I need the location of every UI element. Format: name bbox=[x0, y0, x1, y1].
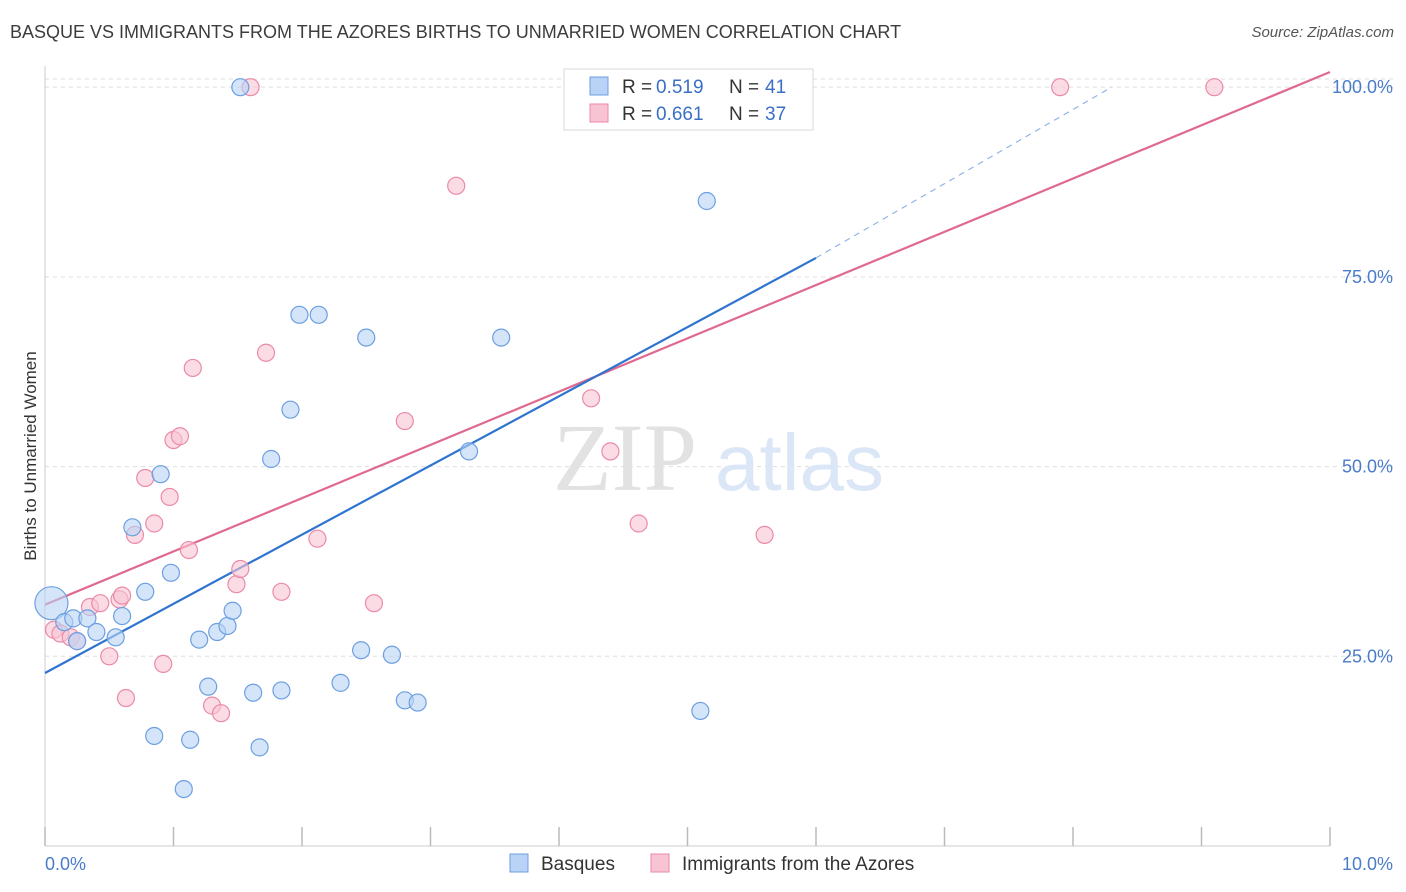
watermark: ZIP atlas bbox=[553, 404, 884, 511]
point-basques bbox=[223, 601, 242, 620]
point-azores bbox=[447, 176, 466, 195]
point-basques bbox=[199, 677, 218, 696]
y-tick-label: 75.0% bbox=[1342, 267, 1393, 287]
legend-swatch-azores bbox=[589, 103, 609, 123]
point-azores bbox=[755, 525, 774, 544]
bottom-legend-basques: Basques bbox=[541, 854, 615, 875]
point-azores bbox=[1051, 78, 1070, 97]
chart-title: BASQUE VS IMMIGRANTS FROM THE AZORES BIR… bbox=[10, 22, 902, 42]
x-tick-labels: 0.0% 10.0% bbox=[45, 854, 1393, 874]
point-azores bbox=[211, 704, 231, 723]
point-basques bbox=[136, 582, 155, 601]
legend-n-value-1: 41 bbox=[765, 77, 786, 98]
point-basques bbox=[87, 622, 106, 642]
legend-r-label-1: R = bbox=[622, 77, 652, 98]
source-credit: Source: ZipAtlas.com bbox=[1251, 24, 1394, 41]
point-basques bbox=[181, 730, 200, 749]
point-azores bbox=[364, 594, 384, 613]
watermark-atlas: atlas bbox=[715, 418, 884, 507]
y-tick-label: 100.0% bbox=[1332, 77, 1393, 97]
point-basques bbox=[34, 586, 69, 621]
point-basques bbox=[112, 606, 132, 626]
point-azores bbox=[231, 559, 250, 579]
point-azores bbox=[116, 688, 136, 708]
point-basques bbox=[123, 518, 142, 537]
point-azores bbox=[160, 487, 179, 507]
point-basques bbox=[357, 328, 376, 347]
point-azores bbox=[582, 389, 601, 408]
bottom-legend-azores: Immigrants from the Azores bbox=[682, 854, 914, 875]
point-basques bbox=[408, 693, 427, 712]
trend-line-basques-extension bbox=[815, 86, 1112, 259]
point-basques bbox=[309, 305, 328, 324]
legend-n-value-2: 37 bbox=[765, 104, 786, 125]
point-azores bbox=[629, 514, 648, 533]
point-basques bbox=[697, 191, 716, 211]
data-points bbox=[34, 78, 1224, 799]
point-azores bbox=[100, 647, 119, 666]
point-azores bbox=[256, 343, 276, 362]
point-azores bbox=[272, 582, 291, 601]
trend-lines bbox=[44, 70, 1331, 674]
point-basques bbox=[161, 563, 181, 582]
bottom-legend: Basques Immigrants from the Azores bbox=[509, 853, 914, 875]
point-basques bbox=[691, 701, 710, 721]
bottom-legend-swatch-azores bbox=[650, 853, 670, 873]
trend-line-basques bbox=[44, 256, 817, 674]
point-basques bbox=[352, 641, 371, 660]
point-basques bbox=[244, 683, 263, 702]
legend-r-label-2: R = bbox=[622, 104, 652, 125]
y-tick-labels: 25.0% 50.0% 75.0% 100.0% bbox=[1332, 77, 1393, 666]
point-azores bbox=[179, 540, 199, 560]
legend-n-label-1: N = bbox=[729, 77, 759, 98]
y-tick-label: 50.0% bbox=[1342, 457, 1393, 477]
trend-line-azores bbox=[44, 70, 1331, 606]
point-basques bbox=[331, 673, 350, 692]
point-azores bbox=[395, 411, 414, 431]
point-basques bbox=[262, 449, 281, 469]
watermark-zip: ZIP bbox=[553, 404, 697, 511]
point-basques bbox=[145, 726, 164, 746]
x-tick-label: 10.0% bbox=[1342, 854, 1393, 874]
point-azores bbox=[601, 442, 620, 461]
y-axis-label: Births to Unmarried Women bbox=[21, 351, 40, 560]
point-basques bbox=[231, 78, 250, 97]
y-tick-label: 25.0% bbox=[1342, 646, 1393, 666]
point-azores bbox=[112, 586, 132, 605]
point-basques bbox=[281, 400, 300, 419]
point-azores bbox=[145, 514, 164, 533]
legend-n-label-2: N = bbox=[729, 104, 759, 125]
point-basques bbox=[68, 632, 87, 651]
point-azores bbox=[170, 427, 190, 446]
point-basques bbox=[250, 738, 269, 757]
top-legend: R = 0.519 N = 41 R = 0.661 N = 37 bbox=[563, 68, 814, 131]
point-azores bbox=[1205, 78, 1224, 97]
point-basques bbox=[290, 305, 309, 324]
point-azores bbox=[308, 529, 327, 548]
legend-swatch-basques bbox=[589, 76, 609, 96]
point-azores bbox=[136, 468, 155, 488]
point-basques bbox=[272, 681, 291, 700]
point-basques bbox=[78, 609, 97, 628]
point-basques bbox=[459, 442, 479, 461]
point-azores bbox=[91, 594, 110, 613]
point-basques bbox=[190, 630, 209, 649]
point-azores bbox=[154, 654, 173, 673]
point-basques bbox=[151, 465, 170, 484]
legend-r-value-1: 0.519 bbox=[656, 77, 704, 98]
bottom-legend-swatch-basques bbox=[509, 853, 529, 873]
point-basques bbox=[218, 616, 237, 636]
legend-r-value-2: 0.661 bbox=[656, 104, 704, 125]
point-basques bbox=[174, 779, 193, 799]
axes bbox=[44, 66, 1331, 847]
point-basques bbox=[492, 328, 511, 347]
point-basques bbox=[382, 645, 402, 664]
point-azores bbox=[227, 575, 246, 594]
point-azores bbox=[183, 358, 202, 378]
x-tick-label: 0.0% bbox=[45, 854, 86, 874]
point-basques bbox=[106, 628, 125, 647]
